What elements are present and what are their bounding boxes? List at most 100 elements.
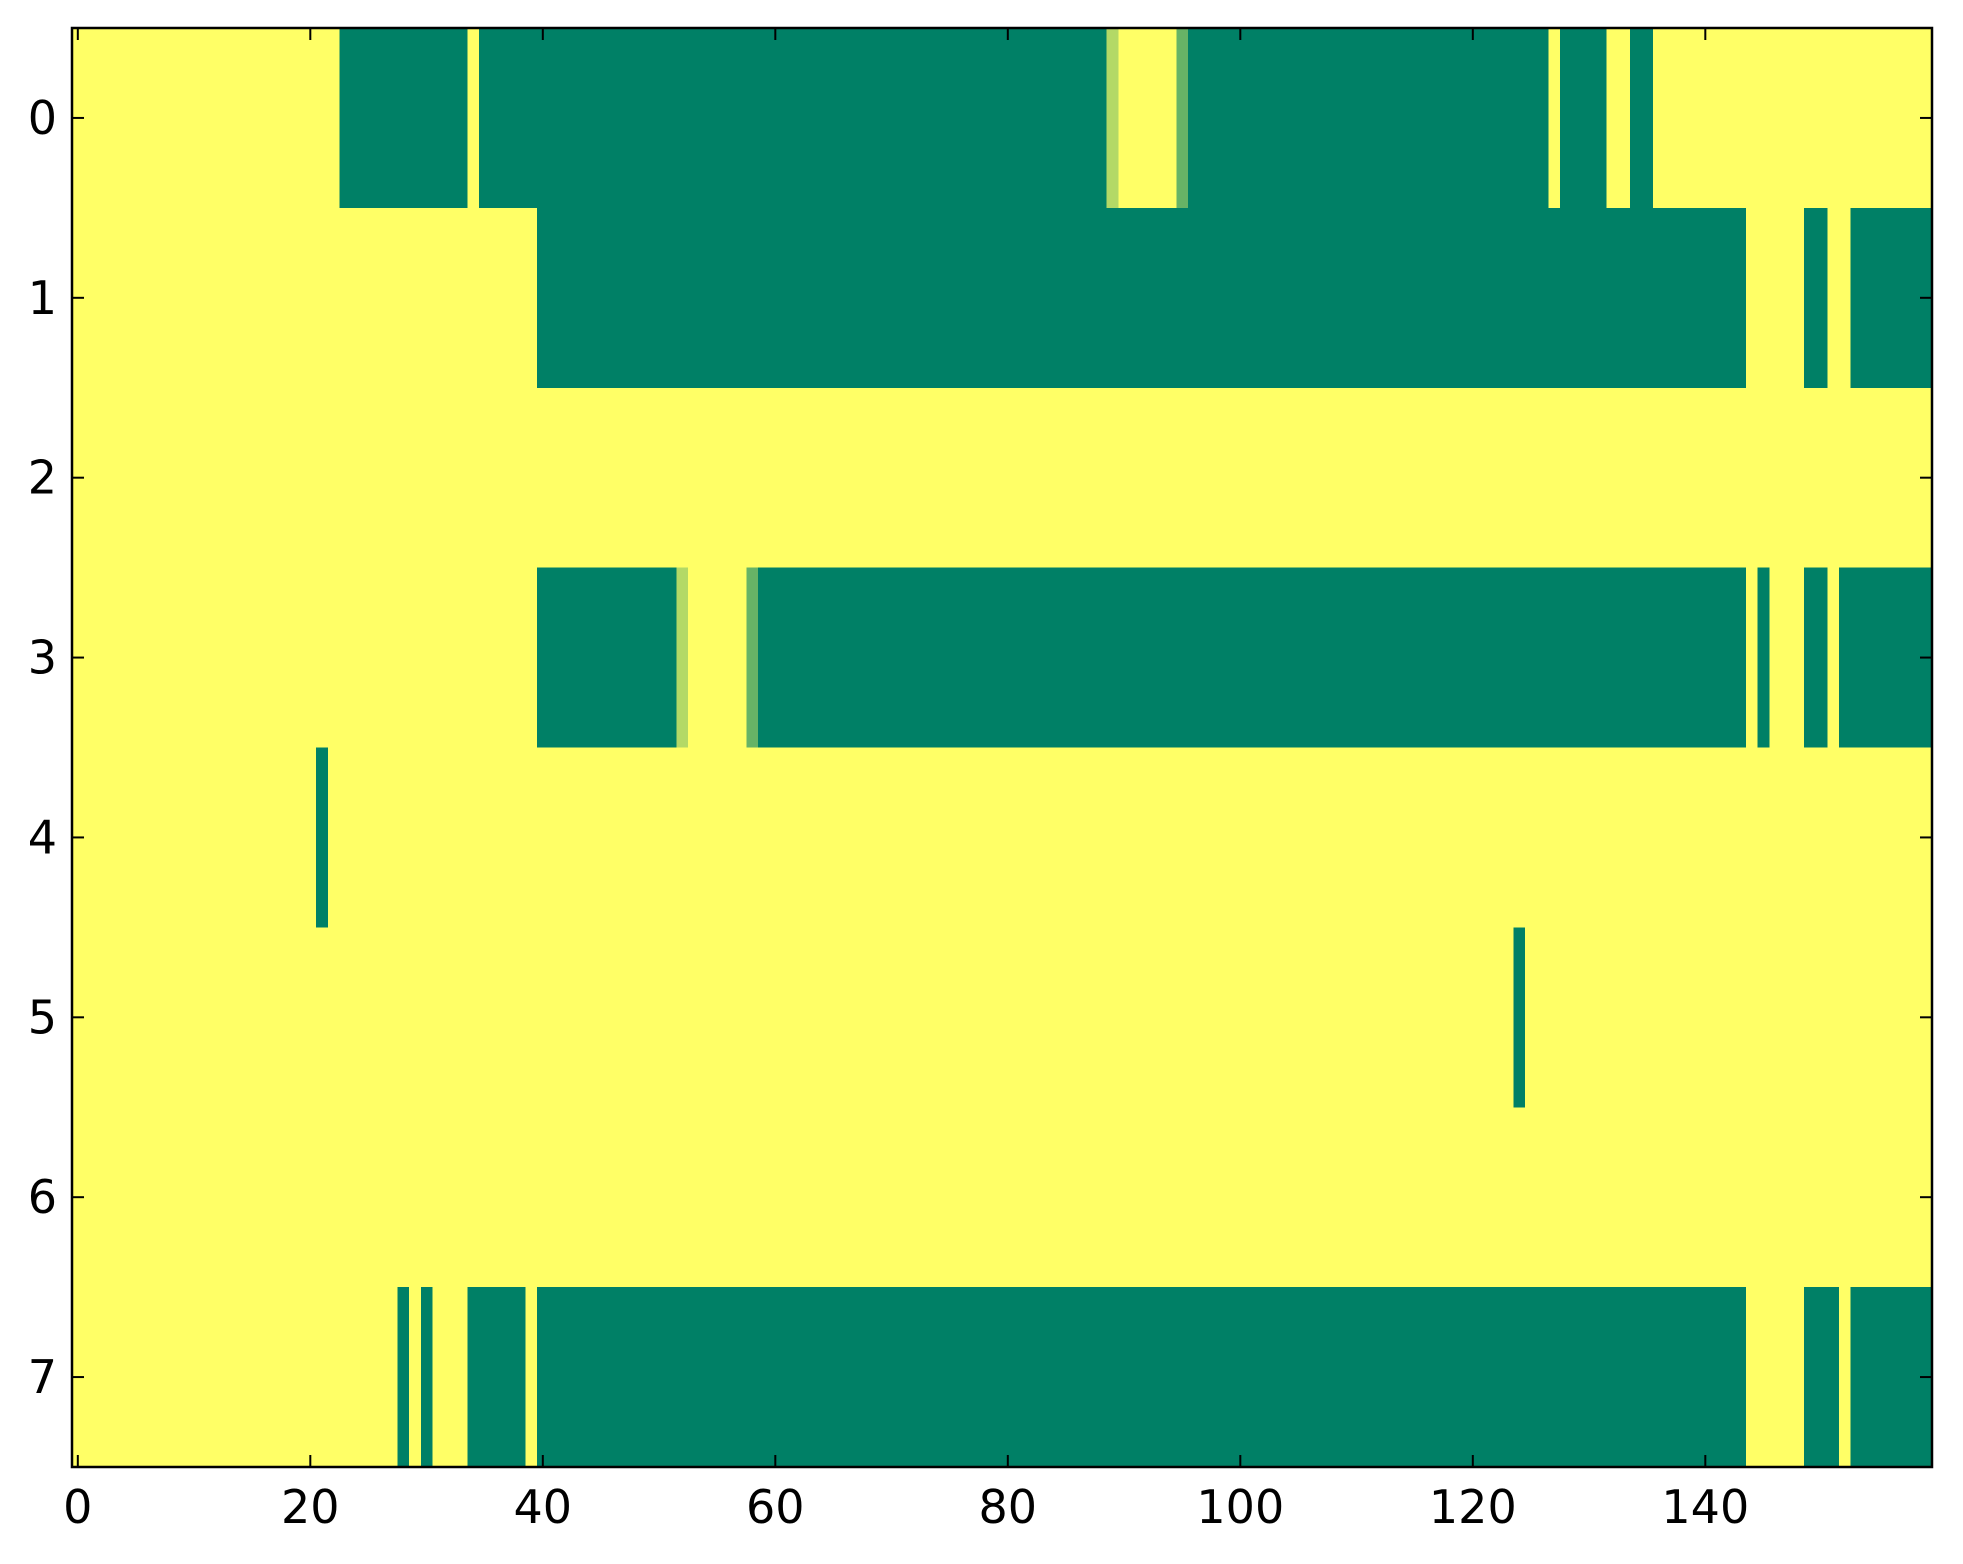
heatmap-cell	[1560, 1287, 1573, 1468]
heatmap-cell	[1374, 1287, 1387, 1468]
heatmap-cell	[258, 1287, 271, 1468]
heatmap-cell	[1106, 1287, 1119, 1468]
heatmap-cell	[444, 1287, 457, 1468]
heatmap-cell	[1792, 207, 1805, 389]
heatmap-cell	[1362, 567, 1375, 749]
heatmap-cell	[734, 387, 747, 569]
heatmap-cell	[932, 1107, 945, 1288]
heatmap-cell	[943, 927, 957, 1108]
heatmap-cell	[1664, 567, 1677, 749]
heatmap-cell	[1501, 567, 1515, 749]
heatmap-cell	[513, 567, 526, 749]
heatmap-cell	[781, 567, 794, 749]
heatmap-cell	[1722, 28, 1735, 209]
heatmap-cell	[1362, 747, 1375, 928]
heatmap-cell	[699, 927, 712, 1108]
heatmap-cell	[688, 747, 701, 928]
heatmap-cell	[583, 1107, 596, 1288]
heatmap-cell	[525, 207, 538, 389]
heatmap-cell	[537, 747, 550, 928]
heatmap-cell	[781, 207, 794, 389]
heatmap-cell	[1443, 207, 1456, 389]
heatmap-cell	[804, 747, 817, 928]
heatmap-cell	[455, 1287, 468, 1468]
heatmap-cell	[188, 28, 201, 209]
heatmap-cell	[804, 567, 817, 749]
heatmap-cell	[432, 1107, 445, 1288]
heatmap-cell	[1687, 927, 1701, 1108]
heatmap-cell	[781, 387, 794, 569]
heatmap-cell	[513, 1107, 526, 1288]
heatmap-cell	[362, 927, 375, 1108]
heatmap-cell	[409, 207, 422, 389]
heatmap-cell	[188, 747, 201, 928]
heatmap-cell	[1676, 387, 1689, 569]
heatmap-cell	[630, 1287, 643, 1468]
heatmap-cell	[769, 927, 782, 1108]
heatmap-cell	[1153, 387, 1166, 569]
heatmap-cell	[1315, 207, 1329, 389]
heatmap-cell	[118, 28, 131, 209]
heatmap-cell	[1269, 387, 1282, 569]
y-tick-label: 2	[28, 451, 57, 505]
heatmap-cell	[1501, 207, 1515, 389]
heatmap-cell	[1699, 1287, 1712, 1468]
heatmap-cell	[455, 28, 468, 209]
heatmap-cell	[630, 207, 643, 389]
heatmap-cell	[165, 567, 178, 749]
heatmap-cell	[1234, 28, 1247, 209]
heatmap-cell	[1304, 927, 1317, 1108]
heatmap-cell	[1873, 927, 1887, 1108]
heatmap-cell	[618, 1107, 631, 1288]
heatmap-cell	[955, 387, 968, 569]
heatmap-cell	[1013, 28, 1026, 209]
heatmap-cell	[1792, 387, 1805, 569]
heatmap-cell	[1083, 927, 1096, 1108]
heatmap-cell	[1432, 927, 1445, 1108]
heatmap-cell	[1862, 1107, 1875, 1288]
heatmap-cell	[1804, 927, 1817, 1108]
heatmap-cell	[153, 1287, 166, 1468]
heatmap-cell	[792, 747, 805, 928]
heatmap-cell	[1362, 387, 1375, 569]
heatmap-cell	[513, 387, 526, 569]
heatmap-cell	[234, 567, 247, 749]
heatmap-cell	[1478, 567, 1491, 749]
heatmap-cell	[1013, 747, 1026, 928]
heatmap-cell	[1176, 567, 1189, 749]
heatmap-cell	[1908, 1107, 1921, 1288]
heatmap-cell	[630, 387, 643, 569]
heatmap-cell	[641, 387, 654, 569]
heatmap-cell	[1513, 747, 1526, 928]
heatmap-cell	[1897, 28, 1910, 209]
heatmap-cell	[1060, 1107, 1073, 1288]
heatmap-cell	[316, 1107, 329, 1288]
heatmap-cell	[1164, 1107, 1177, 1288]
heatmap-cell	[374, 747, 387, 928]
heatmap-cell	[1129, 1107, 1143, 1288]
heatmap-cell	[502, 207, 515, 389]
heatmap-cell	[1455, 927, 1468, 1108]
heatmap-cell	[292, 747, 306, 928]
heatmap-cell	[850, 28, 864, 209]
heatmap-cell	[478, 747, 492, 928]
heatmap-cell	[1036, 1107, 1050, 1288]
heatmap-cell	[606, 567, 619, 749]
heatmap-cell	[106, 28, 120, 209]
heatmap-cell	[990, 567, 1003, 749]
heatmap-cell	[1443, 567, 1456, 749]
heatmap-cell	[1699, 747, 1712, 928]
heatmap-cell	[1467, 207, 1480, 389]
heatmap-cell	[664, 207, 678, 389]
heatmap-cell	[327, 927, 340, 1108]
heatmap-cell	[1734, 207, 1747, 389]
heatmap-cell	[1339, 207, 1352, 389]
heatmap-cell	[1083, 1287, 1096, 1468]
heatmap-cell	[1443, 28, 1456, 209]
heatmap-cell	[1687, 567, 1701, 749]
heatmap-cell	[1211, 387, 1224, 569]
heatmap-cell	[1176, 1287, 1189, 1468]
heatmap-cell	[537, 28, 550, 209]
heatmap-cell	[1083, 28, 1096, 209]
